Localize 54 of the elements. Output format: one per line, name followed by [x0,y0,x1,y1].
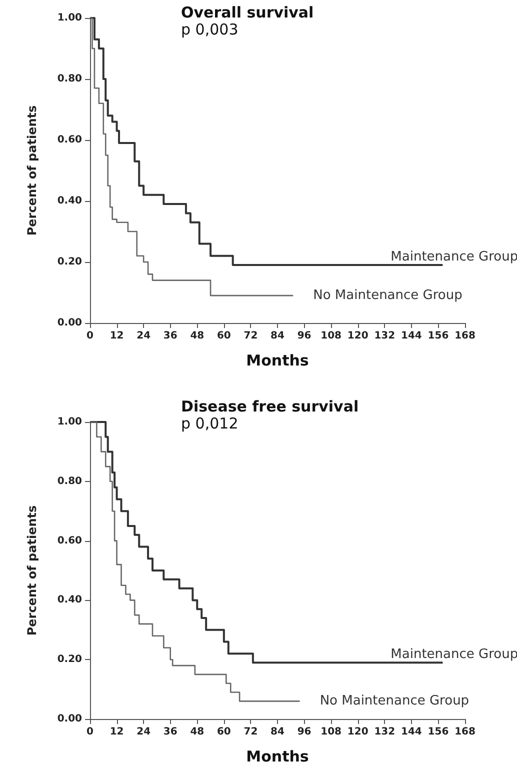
x-tick-label: 120 [347,330,368,342]
y-tick-label: 0.60 [57,535,82,546]
x-tick-label: 72 [244,726,258,738]
x-axis-title: Months [246,748,309,766]
y-tick-label: 0.20 [57,256,82,268]
x-tick-label: 0 [86,726,94,738]
y-tick-label: 0.40 [57,196,82,206]
x-tick-label: 24 [136,726,151,738]
x-tick-label: 72 [244,330,258,342]
y-tick-label: 1.00 [57,12,82,24]
x-tick-label: 132 [374,726,396,738]
x-tick-label: 168 [454,330,476,342]
x-tick-label: 12 [110,726,124,738]
x-tick-label: 120 [347,726,368,738]
y-tick-label: 1.00 [57,416,82,428]
x-tick-label: 144 [400,726,422,738]
x-tick-label: 108 [320,726,342,738]
x-tick-label: 132 [374,330,396,342]
x-tick-label: 108 [320,330,342,342]
chart-subtitle: p 0,003 [181,20,238,38]
x-tick-label: 144 [400,330,422,342]
y-tick-label: 0.00 [57,714,82,724]
x-tick-label: 156 [428,726,449,738]
x-tick-label: 60 [216,726,231,738]
chart-subtitle: p 0,012 [181,414,238,432]
series-label: Maintenance Group [390,250,517,265]
chart-title: Disease free survival [181,398,359,416]
x-tick-label: 84 [270,726,284,738]
x-tick-label: 12 [110,330,124,342]
x-tick-label: 96 [297,726,312,738]
y-axis-title: Percent of patients [25,505,39,636]
chart-title: Overall survival [181,4,314,22]
y-tick-label: 0.80 [57,476,82,487]
series-label: No Maintenance Group [320,694,470,709]
x-tick-label: 0 [86,330,94,342]
x-tick-label: 48 [190,330,204,342]
x-axis-title: Months [246,352,309,370]
x-tick-label: 36 [163,330,178,342]
y-tick-label: 0.40 [57,594,82,606]
y-axis-title: Percent of patients [25,105,39,236]
y-tick-label: 0.80 [57,74,82,84]
x-tick-label: 48 [190,726,204,738]
x-tick-label: 60 [216,330,231,342]
x-tick-label: 84 [270,330,284,342]
x-tick-label: 168 [454,726,476,738]
series-label: Maintenance Group [390,647,517,662]
series-label: No Maintenance Group [313,288,462,304]
y-tick-label: 0.00 [57,318,82,328]
y-tick-label: 0.20 [57,654,82,666]
x-tick-label: 24 [136,330,151,342]
y-tick-label: 0.60 [57,134,82,146]
x-tick-label: 156 [428,330,449,342]
x-tick-label: 96 [297,330,312,342]
x-tick-label: 36 [163,726,178,738]
